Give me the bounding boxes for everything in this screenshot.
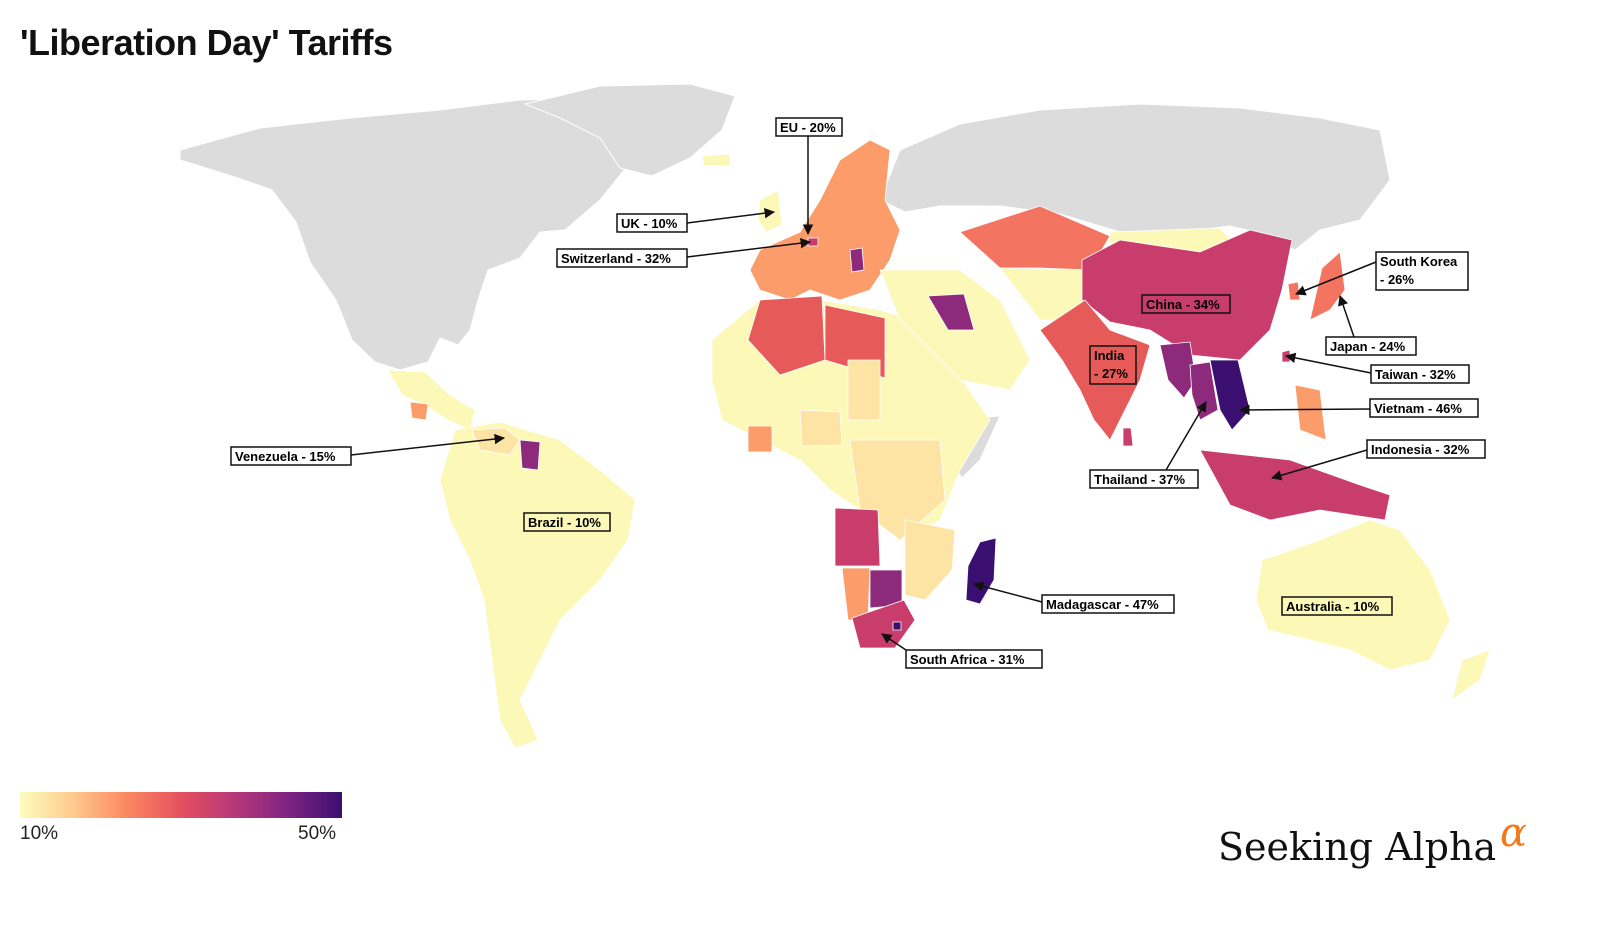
ivory-coast-shape [747, 425, 773, 453]
uk-shape [757, 189, 783, 233]
sri-lanka-shape [1122, 427, 1134, 447]
chad-shape [847, 359, 881, 421]
label-australia: Australia - 10% [1281, 596, 1393, 616]
legend-min-label: 10% [20, 823, 59, 844]
philippines-shape [1294, 384, 1327, 441]
label-vietnam: Vietnam - 46% [1238, 398, 1479, 418]
vietnam-cambodia-shape [1209, 359, 1251, 431]
indonesia-shape [1199, 449, 1391, 521]
nicaragua-shape [409, 401, 429, 421]
legend-max-label: 50% [298, 823, 337, 844]
myanmar-shape [1159, 341, 1197, 399]
south-america-shape [439, 421, 636, 749]
label-switzerland: Switzerland - 32% [556, 237, 812, 268]
serbia-shape [849, 247, 865, 273]
brand-logo-text: Seeking Alpha [1218, 825, 1497, 869]
label-indonesia: Indonesia - 32% [1270, 439, 1486, 481]
nigeria-shape [799, 409, 843, 447]
svg-text:Brazil - 10%: Brazil - 10% [528, 515, 601, 530]
svg-text:Thailand - 37%: Thailand - 37% [1094, 472, 1185, 487]
label-india: India - 27% [1089, 345, 1137, 385]
label-japan: Japan - 24% [1325, 295, 1417, 356]
namibia-shape [841, 567, 871, 621]
mozambique-shape [904, 519, 956, 601]
guyana-shape [519, 439, 541, 471]
label-south-africa: South Africa - 31% [881, 633, 1043, 669]
south-africa-shape [851, 599, 916, 649]
svg-text:- 26%: - 26% [1380, 272, 1414, 287]
svg-text:UK - 10%: UK - 10% [621, 216, 678, 231]
australia-shape [1255, 519, 1451, 671]
label-brazil: Brazil - 10% [523, 512, 611, 532]
annotations: EU - 20% UK - 10% Switzerland - 32% Vene… [230, 117, 1486, 669]
svg-text:Taiwan - 32%: Taiwan - 32% [1375, 367, 1456, 382]
svg-text:- 27%: - 27% [1094, 366, 1128, 381]
greenland-shape [523, 83, 736, 177]
color-scale-legend [20, 792, 342, 818]
brand-alpha-mark: α [1500, 810, 1528, 856]
mexico-central-america-shape [387, 369, 476, 431]
map-title: 'Liberation Day' Tariffs [20, 22, 393, 63]
svg-text:India: India [1094, 348, 1125, 363]
korea-shape [1287, 281, 1301, 301]
svg-text:Venezuela - 15%: Venezuela - 15% [235, 449, 336, 464]
tariffed-regions [387, 139, 1491, 749]
svg-text:Japan - 24%: Japan - 24% [1330, 339, 1406, 354]
russia-shape [879, 103, 1391, 251]
label-madagascar: Madagascar - 47% [972, 581, 1175, 614]
svg-text:South Africa - 31%: South Africa - 31% [910, 652, 1025, 667]
japan-shape [1309, 251, 1346, 321]
label-eu: EU - 20% [775, 117, 843, 236]
svg-text:EU - 20%: EU - 20% [780, 120, 836, 135]
svg-text:Indonesia - 32%: Indonesia - 32% [1371, 442, 1470, 457]
algeria-shape [747, 295, 826, 376]
label-south-korea: South Korea - 26% [1295, 251, 1469, 296]
svg-text:China - 34%: China - 34% [1146, 297, 1220, 312]
svg-text:South Korea: South Korea [1380, 254, 1458, 269]
label-uk: UK - 10% [616, 207, 776, 233]
syria-iraq-shape [927, 293, 975, 331]
madagascar-shape [965, 537, 997, 605]
label-thailand: Thailand - 37% [1089, 401, 1207, 489]
lesotho-shape [892, 621, 902, 631]
new-zealand-shape [1451, 649, 1491, 701]
label-venezuela: Venezuela - 15% [230, 433, 506, 466]
label-china: China - 34% [1141, 294, 1231, 314]
svg-text:Madagascar - 47%: Madagascar - 47% [1046, 597, 1159, 612]
iceland-shape [701, 153, 731, 167]
svg-text:Vietnam - 46%: Vietnam - 46% [1374, 401, 1462, 416]
svg-text:Australia - 10%: Australia - 10% [1286, 599, 1380, 614]
svg-text:Switzerland - 32%: Switzerland - 32% [561, 251, 671, 266]
angola-shape [834, 507, 881, 567]
label-taiwan: Taiwan - 32% [1284, 352, 1470, 384]
